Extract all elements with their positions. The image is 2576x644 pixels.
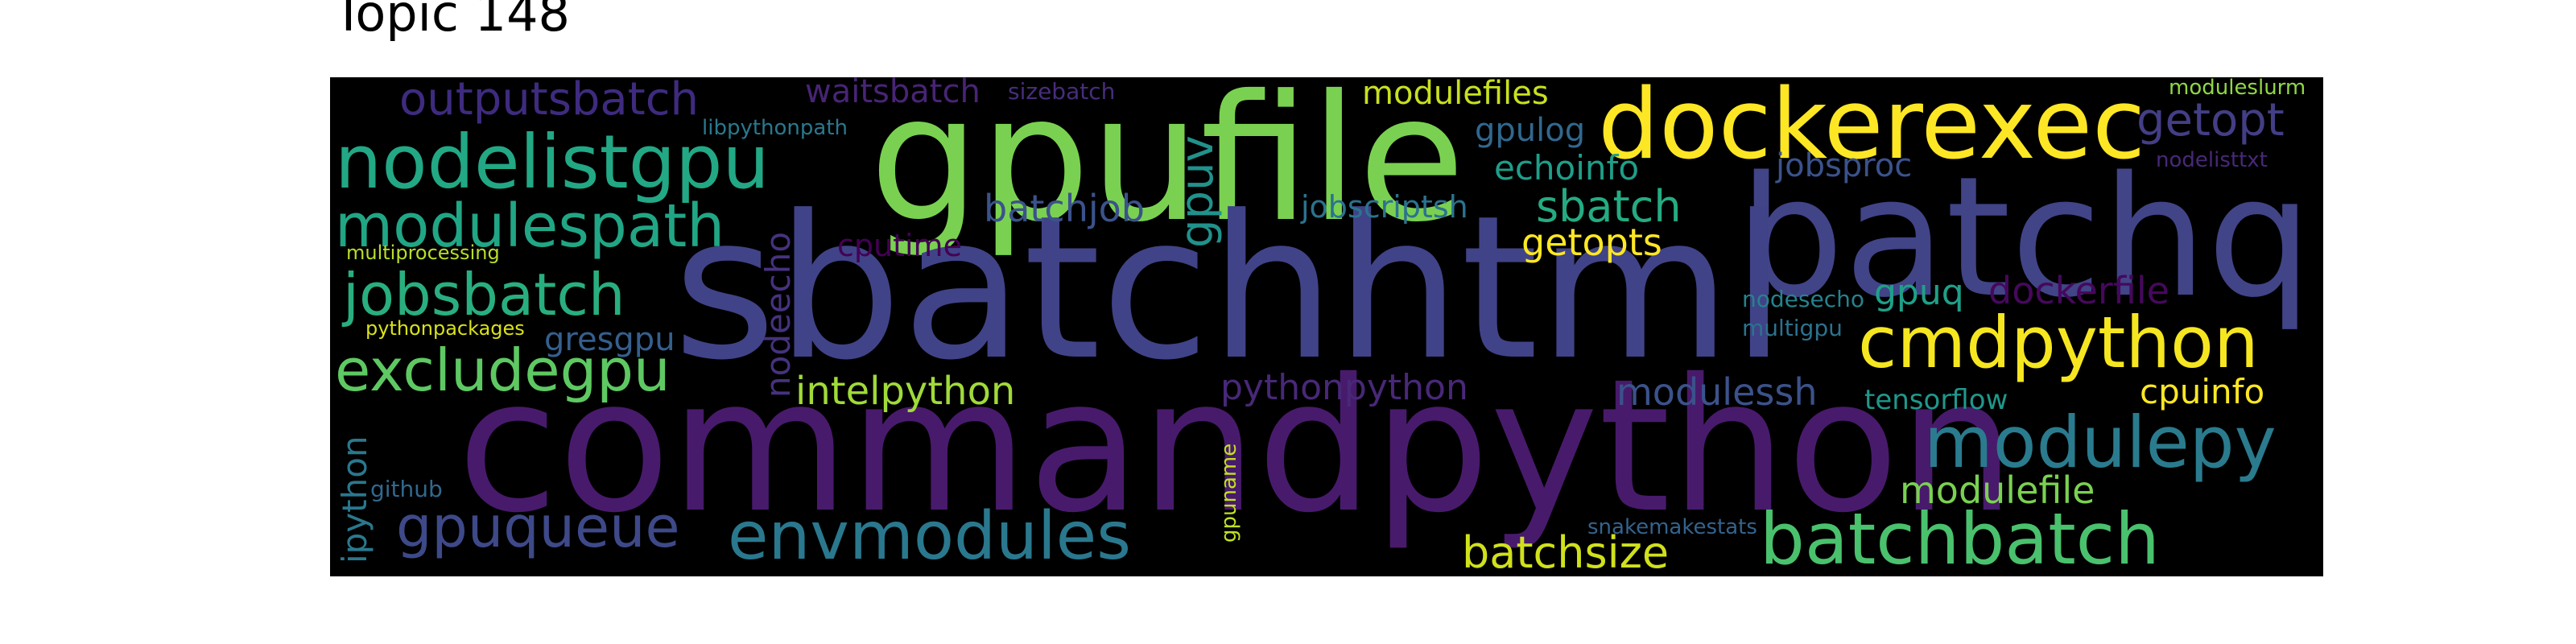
word: excludegpu xyxy=(335,336,671,404)
word: nodeecho xyxy=(758,231,798,398)
word: gpulog xyxy=(1475,112,1586,149)
word: cmdpython xyxy=(1858,301,2259,384)
word-cloud: gpufile dockerexec batchq sbatchhtml com… xyxy=(330,77,2323,576)
word: tensorflow xyxy=(1864,384,2008,416)
word: sbatch xyxy=(1536,181,1682,232)
word: gpuqueue xyxy=(396,494,680,560)
word: pythonpackages xyxy=(365,317,525,340)
word: snakemakestats xyxy=(1587,515,1757,539)
word: batchjob xyxy=(984,187,1145,230)
word: dockerfile xyxy=(1988,269,2169,312)
word: envmodules xyxy=(728,498,1131,575)
word: gpuq xyxy=(1874,272,1964,313)
word: batchsize xyxy=(1462,527,1670,576)
word: waitsbatch xyxy=(805,77,980,110)
word: nodesecho xyxy=(1742,286,1864,312)
word: commandpython xyxy=(457,339,2016,553)
word: gpufile xyxy=(869,77,1466,260)
word: dockerexec xyxy=(1598,77,2146,181)
chart-title: Topic 148 xyxy=(333,0,570,43)
word: modulefile xyxy=(1900,469,2095,512)
word: modulefiles xyxy=(1362,77,1549,112)
word: nodelistgpu xyxy=(335,119,770,205)
word: ipython xyxy=(335,436,374,564)
word: cpuinfo xyxy=(2140,372,2265,411)
word: sizebatch xyxy=(1008,78,1116,105)
word: outputsbatch xyxy=(399,77,699,126)
word: intelpython xyxy=(795,369,1016,414)
word: jobscriptsh xyxy=(1301,189,1468,225)
word: libpythonpath xyxy=(702,116,848,140)
word: batchbatch xyxy=(1760,497,2160,576)
word: getopt xyxy=(2136,94,2285,147)
word: github xyxy=(370,476,443,502)
word: gpuname xyxy=(1217,443,1241,543)
word: multigpu xyxy=(1742,315,1843,341)
word: nodelisttxt xyxy=(2156,148,2268,172)
word: jobsproc xyxy=(1776,147,1913,184)
word: moduleslurm xyxy=(2169,77,2306,100)
word: jobsbatch xyxy=(343,261,625,328)
word: modulessh xyxy=(1616,370,1818,414)
word: pythonpython xyxy=(1220,367,1468,408)
word: echoinfo xyxy=(1494,148,1640,188)
word: gresgpu xyxy=(544,321,675,358)
word: gpuv xyxy=(1171,135,1224,248)
word: sbatchhtml xyxy=(673,174,1787,404)
word: multiprocessing xyxy=(346,242,500,264)
word: modulespath xyxy=(335,192,725,261)
word: batchq xyxy=(1739,141,2313,334)
word: modulepy xyxy=(1924,401,2277,484)
word: cputime xyxy=(837,228,962,263)
word: getopts xyxy=(1521,221,1662,264)
